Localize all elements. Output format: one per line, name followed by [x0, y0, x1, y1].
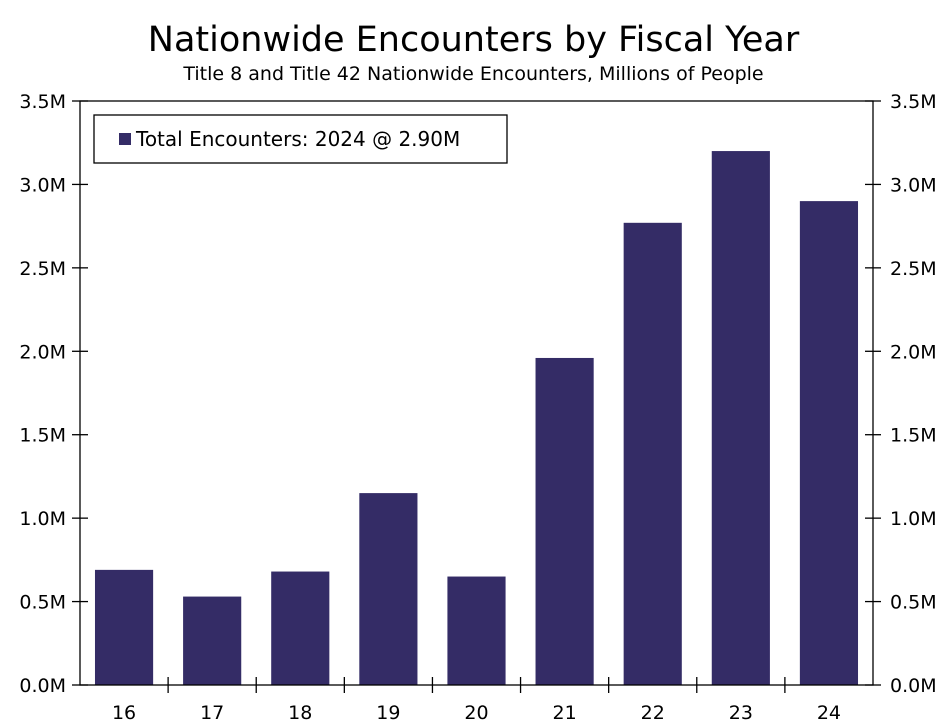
legend-box: [93, 114, 508, 164]
x-tick-label-18: 18: [288, 702, 312, 724]
legend-swatch: [119, 133, 131, 145]
bars-layer: [94, 151, 859, 686]
y-tick-label-right: 1.0M: [890, 508, 937, 530]
legend: Total Encounters: 2024 @ 2.90M: [93, 114, 508, 164]
y-tick-label-left: 0.0M: [19, 675, 66, 697]
y-tick-label-right: 2.0M: [890, 341, 937, 363]
y-tick-label-left: 3.0M: [19, 174, 66, 196]
y-tick-label-left: 0.5M: [19, 592, 66, 614]
x-tick-label-24: 24: [817, 702, 841, 724]
x-tick-label-21: 21: [553, 702, 577, 724]
y-tick-label-right: 3.5M: [890, 91, 937, 113]
x-tick-label-17: 17: [200, 702, 224, 724]
x-tick-label-23: 23: [729, 702, 753, 724]
chart-title: Nationwide Encounters by Fiscal Year: [147, 20, 800, 60]
axes-layer: 0.0M 0.0M 0.5M 0.5M 1.0M 1.0M 1.5M 1.5M 2.0M 2.0M…: [19, 91, 936, 724]
y-tick-label-right: 0.5M: [890, 592, 937, 614]
y-tick-label-right: 2.5M: [890, 258, 937, 280]
x-tick-label-20: 20: [464, 702, 488, 724]
legend-label: Total Encounters: 2024 @ 2.90M: [135, 127, 460, 151]
y-tick-label-left: 1.0M: [19, 508, 66, 530]
y-tick-label-left: 1.5M: [19, 425, 66, 447]
y-tick-label-right: 1.5M: [890, 425, 937, 447]
bar-18: [271, 571, 330, 685]
y-tick-label-right: 0.0M: [890, 675, 937, 697]
y-tick-label-left: 2.0M: [19, 341, 66, 363]
chart-subtitle: Title 8 and Title 42 Nationwide Encounte…: [183, 63, 764, 85]
bar-21: [535, 357, 594, 685]
bar-24: [799, 201, 859, 686]
y-tick-label-left: 2.5M: [19, 258, 66, 280]
x-tick-label-22: 22: [641, 702, 665, 724]
bar-17: [183, 596, 242, 685]
bar-16: [94, 569, 154, 685]
bar-22: [623, 222, 682, 685]
x-tick-label-19: 19: [376, 702, 400, 724]
bar-19: [359, 493, 418, 685]
bar-20: [447, 576, 506, 685]
y-tick-label-left: 3.5M: [19, 91, 66, 113]
x-tick-label-16: 16: [112, 702, 136, 724]
plot-frame: [79, 100, 874, 686]
bar-23: [711, 151, 770, 685]
y-tick-label-right: 3.0M: [890, 174, 937, 196]
